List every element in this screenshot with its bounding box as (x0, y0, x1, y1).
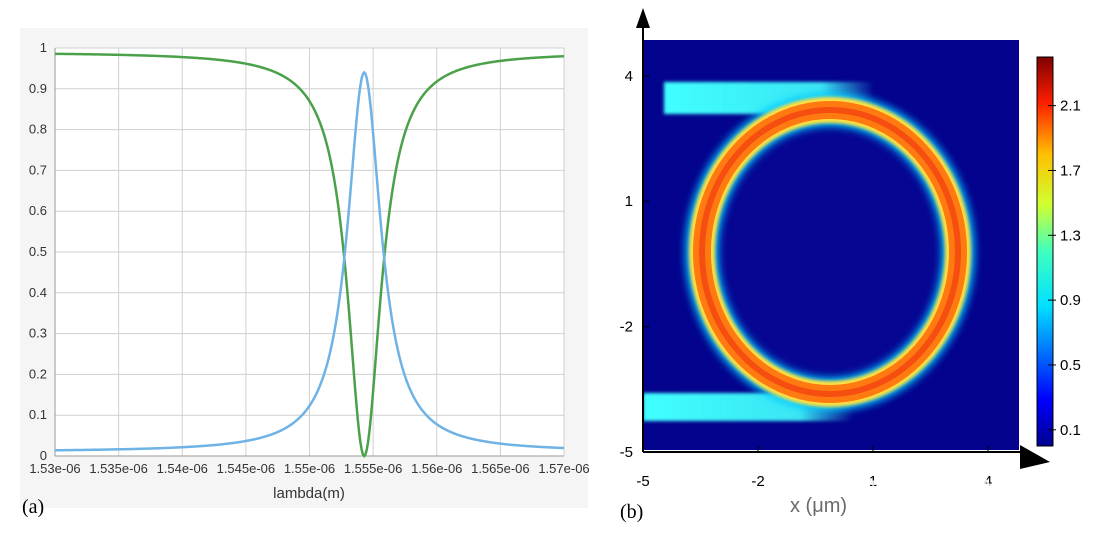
colorbar-tick-label: 0.9 (1060, 292, 1081, 309)
x-tick-label: 1.565e-06 (471, 461, 530, 476)
heatmap-y-tick-label: 4 (625, 68, 633, 85)
x-tick-label: 1.555e-06 (344, 461, 403, 476)
colorbar-tick-label: 1.3 (1060, 227, 1081, 244)
y-tick-label: 0 (40, 448, 47, 463)
series-line-through (54, 52, 565, 458)
y-tick-label: 1 (40, 40, 47, 55)
watermark: 知乎 @摩尔芯创 (840, 479, 1001, 504)
y-tick-label: 0.2 (29, 366, 47, 381)
colorbar-tick-label: 2.1 (1060, 98, 1081, 115)
heatmap-field (643, 40, 1019, 450)
x-tick-label: 1.56e-06 (411, 461, 462, 476)
field-intensity-heatmap: 4 1 -2 -5 -5 -2 1 4 2.1 1.7 1.3 0.9 0.5 0.1 知乎 @摩尔芯… (620, 8, 1081, 523)
heatmap-y-tick-label: -5 (620, 444, 633, 461)
colorbar-ticks: 2.1 1.7 1.3 0.9 0.5 0.1 (1048, 98, 1081, 439)
heatmap-x-axis-label: x (μm) (790, 495, 847, 517)
panel-label-b: (b) (620, 501, 643, 523)
y-tick-label: 0.9 (29, 81, 47, 96)
y-tick-label: 0.5 (29, 244, 47, 259)
x-axis-label: lambda(m) (273, 485, 345, 502)
y-tick-labels: 0 0.1 0.2 0.3 0.4 0.5 0.6 0.7 0.8 0.9 1 (29, 40, 47, 463)
y-tick-label: 0.6 (29, 203, 47, 218)
heatmap-x-tick-label: 4 (984, 473, 992, 490)
y-tick-label: 0.4 (29, 285, 47, 300)
colorbar (1036, 56, 1054, 447)
x-tick-label: 1.55e-06 (284, 461, 335, 476)
x-tick-labels: 1.53e-06 1.535e-06 1.54e-06 1.545e-06 1.55e-… (29, 461, 589, 476)
x-tick-label: 1.57e-06 (538, 461, 589, 476)
ring-interior (720, 128, 940, 376)
transmission-spectrum-chart: 00.10.20.30.40.50.60.70.80.91 1.53e-06 1.… (22, 40, 590, 518)
heatmap-x-ticks: -5 -2 1 4 (636, 446, 992, 490)
series-lines (54, 52, 565, 458)
panel-label-a: (a) (22, 496, 44, 518)
x-axis-arrowhead (1020, 445, 1050, 469)
x-tick-label: 1.54e-06 (157, 461, 208, 476)
heatmap-x-tick-label: -5 (636, 473, 649, 490)
heatmap-y-tick-label: 1 (625, 193, 633, 210)
y-tick-label: 0.8 (29, 122, 47, 137)
heatmap-x-tick-label: 1 (869, 473, 877, 490)
y-tick-label: 0.1 (29, 407, 47, 422)
y-tick-label: 0.7 (29, 162, 47, 177)
y-tick-label: 0.3 (29, 326, 47, 341)
x-tick-label: 1.535e-06 (89, 461, 148, 476)
heatmap-x-tick-label: -2 (751, 473, 764, 490)
y-axis-arrowhead (636, 8, 650, 28)
x-tick-label: 1.545e-06 (217, 461, 276, 476)
x-tick-label: 1.53e-06 (29, 461, 80, 476)
heatmap-y-ticks: 4 1 -2 -5 (620, 68, 649, 461)
colorbar-tick-label: 1.7 (1060, 162, 1081, 179)
series-line-drop (54, 70, 565, 452)
colorbar-tick-label: 0.1 (1060, 422, 1081, 439)
heatmap-y-tick-label: -2 (620, 319, 633, 336)
colorbar-tick-label: 0.5 (1060, 357, 1081, 374)
ring-core (699, 107, 961, 397)
